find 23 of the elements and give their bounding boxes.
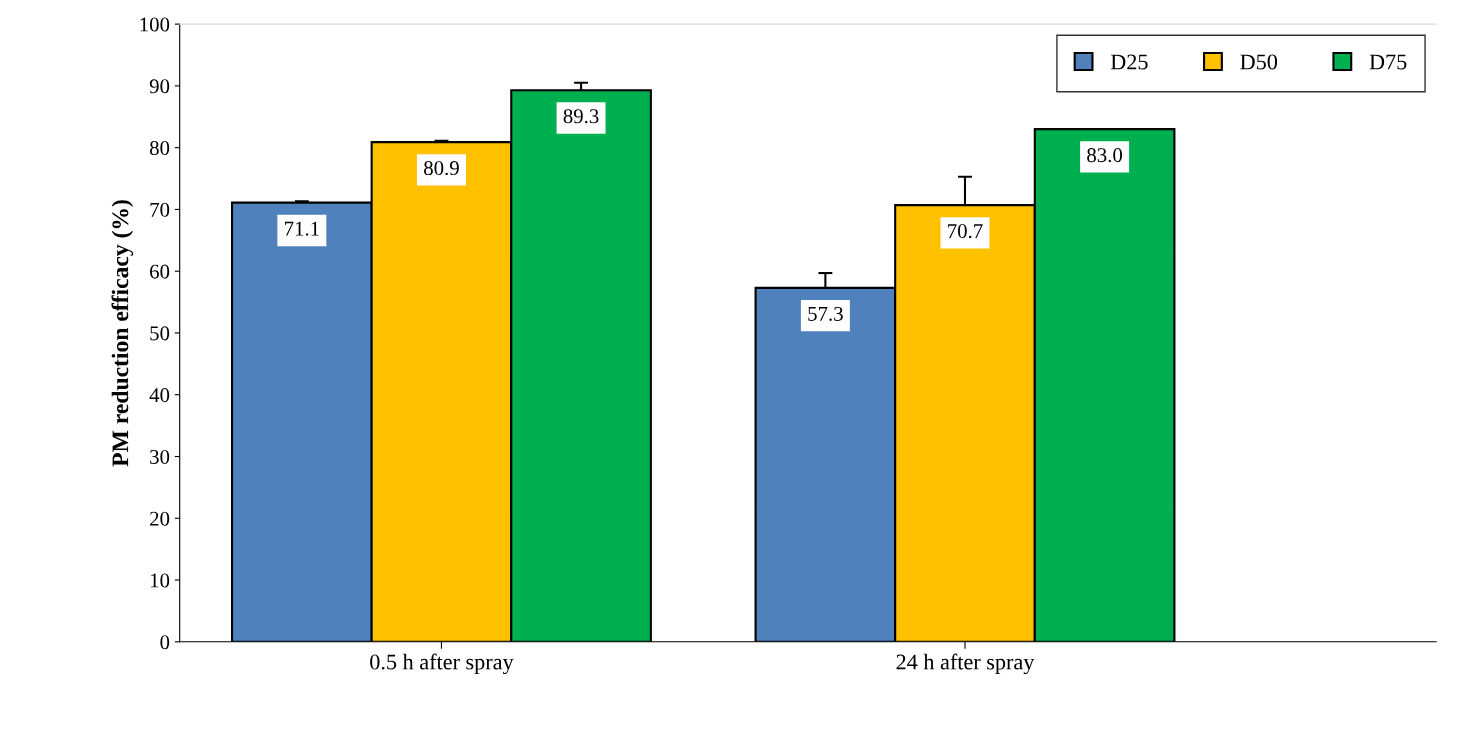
y-tick-label: 50 (150, 326, 170, 341)
data-label: 70.7 (948, 224, 983, 239)
y-tick-label: 20 (150, 511, 170, 526)
y-tick-label: 70 (150, 202, 170, 217)
legend-label: D25 (1110, 54, 1148, 70)
x-tick-label: 24 h after spray (896, 653, 1035, 675)
y-tick-label: 40 (149, 388, 170, 403)
y-tick-label: 60 (150, 264, 170, 279)
data-label: 89.3 (563, 109, 599, 124)
y-tick-label: 100 (140, 17, 170, 32)
y-axis-title: PM reduction efficacy (%) (111, 200, 134, 467)
y-tick-label: 30 (150, 449, 170, 464)
y-tick-label: 10 (150, 573, 170, 588)
x-tick-label: 0.5 h after spray (370, 653, 514, 675)
y-tick-label: 0 (160, 635, 170, 650)
data-label: 80.9 (424, 161, 459, 176)
legend-label: D50 (1240, 54, 1278, 70)
legend-label: D75 (1369, 54, 1407, 70)
data-label: 71.1 (285, 221, 319, 236)
data-label: 57.3 (808, 306, 843, 321)
y-tick-label: 80 (149, 141, 170, 156)
data-label: 83.0 (1087, 148, 1123, 163)
y-tick-label: 90 (149, 79, 170, 94)
